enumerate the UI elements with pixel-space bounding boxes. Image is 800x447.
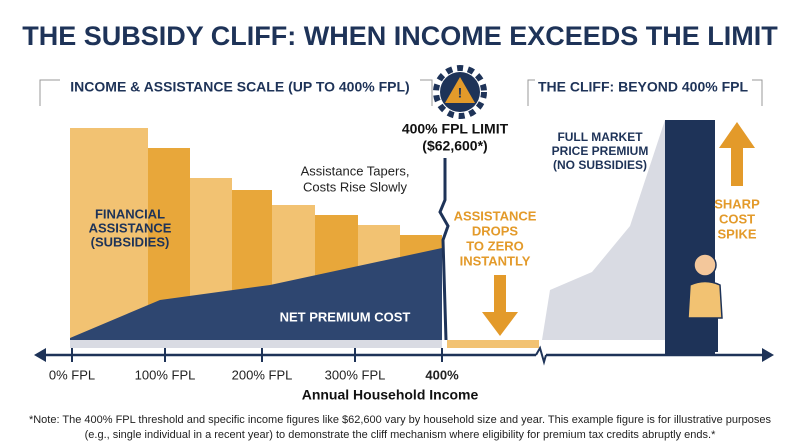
cliff-line xyxy=(438,158,450,341)
limit-label: 400% FPL LIMIT xyxy=(402,121,509,137)
footnote: *Note: The 400% FPL threshold and specif… xyxy=(29,414,772,426)
drop-label: TO ZERO xyxy=(466,238,524,253)
full-price-label: FULL MARKET xyxy=(557,130,643,144)
taper-note: Assistance Tapers, xyxy=(301,163,410,178)
axis-tick-label: 100% FPL xyxy=(135,367,196,382)
net-premium-area xyxy=(70,248,442,340)
full-price-label: PRICE PREMIUM xyxy=(552,144,649,158)
axis-tick-label: 400% xyxy=(425,367,459,382)
spike-label: SPIKE xyxy=(717,226,756,241)
taper-note: Costs Rise Slowly xyxy=(303,179,408,194)
axis-tick-label: 0% FPL xyxy=(49,367,95,382)
subsidy-label: ASSISTANCE xyxy=(89,220,172,235)
subsidy-label: FINANCIAL xyxy=(95,206,165,221)
title: THE SUBSIDY CLIFF: WHEN INCOME EXCEEDS T… xyxy=(22,21,778,51)
subsidy-label: (SUBSIDIES) xyxy=(91,234,170,249)
axis-tick-label: 200% FPL xyxy=(232,367,293,382)
drop-label: DROPS xyxy=(472,223,519,238)
drop-label: ASSISTANCE xyxy=(454,208,537,223)
bracket xyxy=(527,79,763,106)
base-strip xyxy=(70,340,442,348)
limit-label: ($62,600*) xyxy=(422,138,487,154)
net-premium-label: NET PREMIUM COST xyxy=(280,309,411,324)
axis xyxy=(34,345,774,366)
down-arrow xyxy=(482,275,518,336)
up-arrow xyxy=(719,122,755,186)
right-header: THE CLIFF: BEYOND 400% FPL xyxy=(538,79,748,95)
spike-label: COST xyxy=(719,211,755,226)
zero-strip xyxy=(447,340,539,348)
axis-title: Annual Household Income xyxy=(302,387,479,403)
spike-label: SHARP xyxy=(714,196,760,211)
warning-icon: ! xyxy=(433,65,487,119)
svg-text:!: ! xyxy=(458,85,463,101)
footnote: (e.g., single individual in a recent yea… xyxy=(85,429,716,441)
full-price-label: (NO SUBSIDIES) xyxy=(553,158,647,172)
bracket xyxy=(39,79,433,106)
axis-tick-label: 300% FPL xyxy=(325,367,386,382)
person-icon xyxy=(687,253,723,352)
left-header: INCOME & ASSISTANCE SCALE (UP TO 400% FP… xyxy=(70,79,409,95)
drop-label: INSTANTLY xyxy=(460,253,531,268)
full-price-area xyxy=(542,120,665,340)
